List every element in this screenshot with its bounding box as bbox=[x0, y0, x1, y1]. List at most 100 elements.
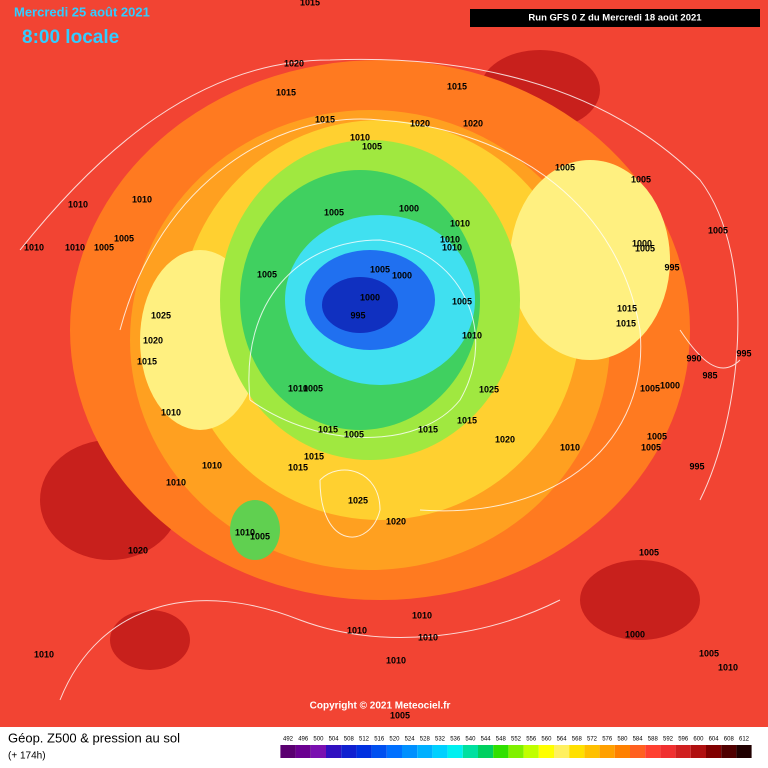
pressure-label: 1010 bbox=[462, 330, 482, 340]
colorbar-label: 516 bbox=[374, 737, 385, 743]
pressure-label: 1005 bbox=[303, 383, 323, 393]
pressure-label: 1015 bbox=[318, 424, 338, 434]
pressure-label: 1025 bbox=[348, 495, 368, 505]
pressure-label: 1005 bbox=[114, 233, 134, 243]
pressure-label: 1005 bbox=[370, 264, 390, 274]
pressure-label: 1010 bbox=[24, 242, 44, 252]
copyright: Copyright © 2021 Meteociel.fr bbox=[310, 701, 451, 712]
pressure-label: 1005 bbox=[390, 710, 410, 720]
pressure-label: 1000 bbox=[392, 270, 412, 280]
colorbar-label: 564 bbox=[557, 737, 568, 743]
colorbar-label: 584 bbox=[633, 737, 644, 743]
pressure-label: 1010 bbox=[347, 625, 367, 635]
pressure-label: 1000 bbox=[399, 203, 419, 213]
run-box bbox=[470, 9, 760, 27]
colorbar-label: 596 bbox=[678, 737, 689, 743]
colorbar-label: 544 bbox=[481, 737, 492, 743]
pressure-label: 1025 bbox=[479, 384, 499, 394]
colorbar-label: 500 bbox=[313, 737, 324, 743]
colorbar-swatch bbox=[402, 745, 418, 758]
pressure-label: 1015 bbox=[300, 0, 320, 7]
colorbar-label: 568 bbox=[572, 737, 583, 743]
colorbar-label: 524 bbox=[405, 737, 416, 743]
pressure-label: 1015 bbox=[617, 303, 637, 313]
pressure-label: 1010 bbox=[718, 662, 738, 672]
colorbar-swatch bbox=[736, 745, 752, 758]
colorbar: 492 496 500 504 508 512 516 520 524 528 532 536 540 5… bbox=[280, 737, 752, 758]
colorbar-label: 532 bbox=[435, 737, 446, 743]
colorbar-label: 512 bbox=[359, 737, 370, 743]
pressure-label: 1020 bbox=[143, 335, 163, 345]
colorbar-swatch bbox=[660, 745, 676, 758]
pressure-label: 1010 bbox=[450, 218, 470, 228]
pressure-label: 1015 bbox=[304, 451, 324, 461]
pressure-label: 1005 bbox=[324, 207, 344, 217]
colorbar-label: 520 bbox=[389, 737, 400, 743]
colorbar-swatch bbox=[599, 745, 615, 758]
pressure-label: 1015 bbox=[616, 318, 636, 328]
colorbar-swatch bbox=[569, 745, 585, 758]
colorbar-swatch bbox=[341, 745, 357, 758]
colorbar-swatch bbox=[645, 745, 661, 758]
pressure-label: 1010 bbox=[166, 477, 186, 487]
colorbar-label: 592 bbox=[663, 737, 674, 743]
pressure-label: 995 bbox=[664, 262, 679, 272]
colorbar-swatch bbox=[721, 745, 737, 758]
isobar bbox=[119, 118, 642, 512]
pressure-label: 1005 bbox=[555, 162, 575, 172]
pressure-label: 1005 bbox=[639, 547, 659, 557]
pressure-label: 995 bbox=[736, 348, 751, 358]
pressure-label: 1020 bbox=[463, 118, 483, 128]
pressure-label: 1005 bbox=[250, 531, 270, 541]
pressure-label: 1010 bbox=[202, 460, 222, 470]
colorbar-label: 540 bbox=[465, 737, 476, 743]
colorbar-swatch bbox=[310, 745, 326, 758]
colorbar-swatch bbox=[554, 745, 570, 758]
colorbar-swatch bbox=[417, 745, 433, 758]
pressure-label: 1020 bbox=[495, 434, 515, 444]
pressure-label: 1005 bbox=[635, 243, 655, 253]
pressure-label: 1010 bbox=[132, 194, 152, 204]
colorbar-swatch bbox=[508, 745, 524, 758]
colorbar-label: 504 bbox=[329, 737, 340, 743]
colorbar-label: 588 bbox=[648, 737, 659, 743]
pressure-labels: 1015 1020 1015 1015 1015 1020 1020 1010 1005 1005… bbox=[24, 0, 752, 720]
pressure-label: 1010 bbox=[65, 242, 85, 252]
colorbar-label: 548 bbox=[496, 737, 507, 743]
pressure-label: 1015 bbox=[137, 356, 157, 366]
colorbar-label: 608 bbox=[724, 737, 735, 743]
colorbar-label: 600 bbox=[693, 737, 704, 743]
colorbar-swatch bbox=[462, 745, 478, 758]
pressure-label: 995 bbox=[350, 310, 365, 320]
colorbar-swatch bbox=[432, 745, 448, 758]
colorbar-label: 528 bbox=[420, 737, 431, 743]
pressure-label: 1010 bbox=[161, 407, 181, 417]
colorbar-swatch bbox=[493, 745, 509, 758]
isobar bbox=[248, 239, 477, 438]
colorbar-swatch bbox=[447, 745, 463, 758]
pressure-label: 1005 bbox=[631, 174, 651, 184]
pressure-label: 1025 bbox=[151, 310, 171, 320]
pressure-label: 1010 bbox=[418, 632, 438, 642]
colorbar-label: 496 bbox=[298, 737, 309, 743]
pressure-label: 1010 bbox=[68, 199, 88, 209]
pressure-label: 1015 bbox=[457, 415, 477, 425]
z500-band bbox=[510, 160, 670, 360]
pressure-label: 1005 bbox=[362, 141, 382, 151]
pressure-label: 1010 bbox=[412, 610, 432, 620]
z500-band bbox=[322, 277, 398, 333]
colorbar-label: 604 bbox=[709, 737, 720, 743]
pressure-label: 985 bbox=[702, 370, 717, 380]
pressure-label: 1015 bbox=[418, 424, 438, 434]
pressure-label: 1010 bbox=[560, 442, 580, 452]
valid-time: 8:00 locale bbox=[22, 27, 119, 48]
colorbar-label: 572 bbox=[587, 737, 598, 743]
colorbar-swatch bbox=[584, 745, 600, 758]
colorbar-swatch bbox=[706, 745, 722, 758]
valid-date: Mercredi 25 août 2021 bbox=[14, 4, 150, 19]
pressure-label: 995 bbox=[689, 461, 704, 471]
colorbar-label: 536 bbox=[450, 737, 461, 743]
pressure-label: 1020 bbox=[128, 545, 148, 555]
pressure-label: 1010 bbox=[440, 234, 460, 244]
